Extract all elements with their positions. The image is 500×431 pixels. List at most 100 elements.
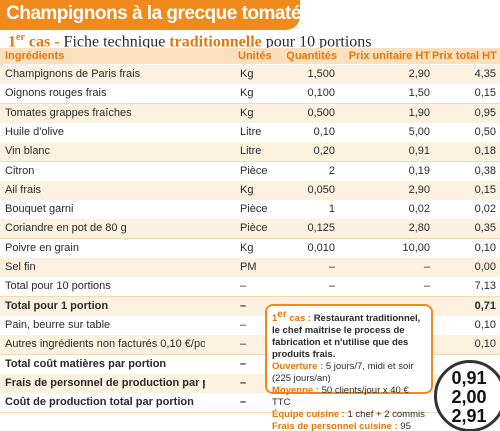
note-items: Ouverture : 5 jours/7, midi et soir (225… <box>272 361 426 431</box>
cell-value: 0,15 <box>474 87 496 100</box>
cell-value: 5,00 <box>408 125 430 138</box>
cell-value: Kg <box>240 68 254 80</box>
cell-value: PM <box>240 261 257 273</box>
cell-value: 0,100 <box>307 87 335 100</box>
cell-value: 0,10 <box>474 241 496 254</box>
row-label: Total pour 1 portion <box>5 299 109 312</box>
cell-value: 0,125 <box>307 222 335 235</box>
note-item-label: Équipe cuisine : <box>272 409 345 421</box>
total-value: 2,00 <box>451 387 487 407</box>
column-header: Ingrédients <box>5 50 65 62</box>
row-label: Sel fin <box>5 261 36 273</box>
cell-value: – <box>240 280 247 293</box>
cell-value: 2 <box>328 164 335 177</box>
cell-value: 1,90 <box>408 106 430 119</box>
case-num: 1 <box>8 33 16 51</box>
cell-value: 0,38 <box>474 164 496 177</box>
note-item-text: 50 clients/jour x 40 € TTC <box>272 385 409 409</box>
case-label: cas - <box>28 33 60 51</box>
note-box: 1er cas : Restaurant traditionnel, le ch… <box>265 304 433 431</box>
cell-value: 0,02 <box>408 203 430 216</box>
cell-value: 10,00 <box>402 241 430 254</box>
cell-value: Pièce <box>240 203 268 216</box>
cell-value: 7,13 <box>474 280 496 293</box>
note-item: Ouverture : 5 jours/7, midi et soir (225… <box>272 361 426 385</box>
cell-value: – <box>240 318 247 331</box>
note-label: cas : <box>289 313 312 325</box>
cell-value: 0,15 <box>474 183 496 196</box>
cell-value: 0,500 <box>307 106 335 119</box>
note-item-label: Frais de personnel cuisine : <box>272 421 398 431</box>
note-item-label: Ouverture : <box>272 361 324 373</box>
note-sup: er <box>277 309 287 320</box>
cell-value: 2,80 <box>408 222 430 235</box>
cell-value: 1,50 <box>408 87 430 100</box>
cell-value: 0,95 <box>474 106 496 119</box>
cell-value: 1 <box>328 203 335 216</box>
cell-value: Pièce <box>240 164 268 177</box>
cell-value: 0,35 <box>474 222 496 235</box>
cell-value: – <box>423 261 430 273</box>
row-label: Huile d'olive <box>5 125 64 138</box>
note-item-label: Moyenne : <box>272 385 319 397</box>
row-label: Tomates grappes fraîches <box>5 106 132 119</box>
subtitle-text: pour 10 portions <box>265 33 372 51</box>
row-label: Bouquet garni <box>5 203 74 216</box>
row-label: Oignons rouges frais <box>5 87 107 100</box>
cell-value: Kg <box>240 241 254 254</box>
column-header: Quantités <box>286 50 337 62</box>
row-label: Poivre en grain <box>5 241 79 254</box>
total-value: 2,91 <box>451 406 487 426</box>
row-label: Vin blanc <box>5 145 51 158</box>
row-label: Total coût matières par portion <box>5 357 167 370</box>
cell-value: Litre <box>240 125 262 138</box>
note-item-text: 1 chef + 2 commis <box>347 409 425 421</box>
row-label: Coriandre en pot de 80 g <box>5 222 127 235</box>
subtitle-emph: traditionnelle <box>169 33 262 51</box>
cell-value: 0,010 <box>307 241 335 254</box>
cell-value: 4,35 <box>474 68 496 80</box>
row-bg <box>0 393 500 414</box>
cell-value: 0,10 <box>474 318 496 331</box>
cell-value: – <box>240 396 247 409</box>
row-label: Citron <box>5 164 35 177</box>
cell-value: Kg <box>240 87 254 100</box>
cell-value: 2,90 <box>408 68 430 80</box>
column-header: Unités <box>238 50 272 62</box>
note-item: Moyenne : 50 clients/jour x 40 € TTC <box>272 385 426 409</box>
cell-value: 0,10 <box>313 125 335 138</box>
cell-value: 2,90 <box>408 183 430 196</box>
cell-value: – <box>328 261 335 273</box>
column-header: Prix total HT <box>432 50 497 62</box>
row-label: Ail frais <box>5 183 42 196</box>
cell-value: Litre <box>240 145 262 158</box>
case-sup: er <box>16 32 25 43</box>
cell-value: 0,10 <box>474 338 496 351</box>
cell-value: – <box>423 280 430 293</box>
header-row <box>0 48 500 64</box>
cell-value: Pièce <box>240 222 268 235</box>
cell-value: 0,20 <box>313 145 335 158</box>
cell-value: 0,18 <box>474 145 496 158</box>
cell-value: – <box>240 338 247 351</box>
cell-value: 0,71 <box>474 299 496 312</box>
cell-value: 0,19 <box>408 164 430 177</box>
note-item-text: 5 jours/7, midi et soir (225 jours/an) <box>272 361 414 385</box>
cell-value: – <box>240 299 247 312</box>
row-label: Frais de personnel de production par por… <box>5 376 205 389</box>
row-label: Coût de production total par portion <box>5 396 194 409</box>
row-label: Pain, beurre sur table <box>5 318 111 331</box>
title-bar <box>0 0 300 30</box>
subtitle-text: Fiche technique <box>63 33 166 51</box>
column-header: Prix unitaire HT <box>348 50 430 62</box>
title: Champignons à la grecque tomatés <box>6 3 311 24</box>
cell-value: 0,02 <box>474 203 496 216</box>
subtitle: 1er cas - Fiche technique traditionnelle… <box>8 32 372 51</box>
cell-value: – <box>240 357 247 370</box>
cell-value: 0,50 <box>474 125 496 138</box>
note-item: Équipe cuisine : 1 chef + 2 commis <box>272 409 426 421</box>
cell-value: – <box>240 376 247 389</box>
cell-value: 0,050 <box>307 183 335 196</box>
row-label: Autres ingrédients non facturés 0,10 €/p… <box>5 338 205 351</box>
